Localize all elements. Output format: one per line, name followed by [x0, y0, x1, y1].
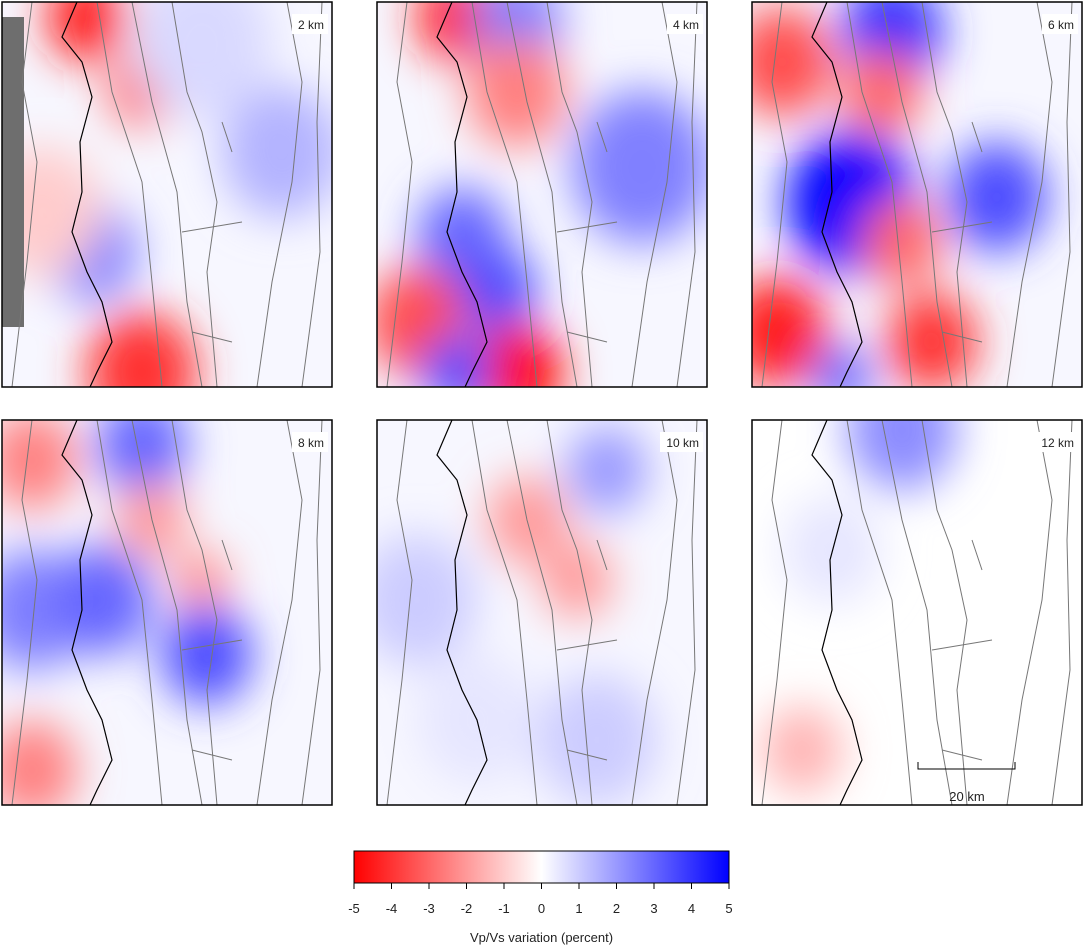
- map-panel: 4 km: [376, 1, 708, 388]
- frame: [376, 1, 708, 388]
- anomaly: [132, 2, 272, 119]
- tick-label: -1: [498, 901, 510, 916]
- anomaly: [847, 420, 957, 491]
- tick-label: -2: [461, 901, 473, 916]
- colorbar-label: Vp/Vs variation (percent): [470, 930, 613, 945]
- tick-label: 2: [613, 901, 620, 916]
- tick-label: -5: [348, 901, 360, 916]
- anomaly: [422, 333, 492, 387]
- panel-label: 10 km: [666, 436, 699, 450]
- anomaly: [542, 541, 612, 619]
- map-content: [377, 2, 707, 387]
- scale-label: 20 km: [949, 789, 984, 804]
- anomaly: [752, 7, 832, 117]
- anomaly: [2, 720, 77, 805]
- anomaly: [812, 344, 872, 387]
- anomaly: [762, 706, 842, 794]
- anomaly: [97, 420, 187, 495]
- colorbar: [353, 850, 730, 884]
- scale-bar: 20 km: [917, 762, 1016, 804]
- anomaly: [222, 86, 332, 218]
- tick-label: -3: [423, 901, 435, 916]
- anomaly: [47, 2, 127, 61]
- anomaly: [947, 142, 1047, 252]
- frame: [376, 419, 708, 806]
- label-bg: [667, 14, 703, 34]
- map-panel: 12 km: [751, 419, 1083, 806]
- anomaly: [467, 37, 567, 147]
- anomaly: [472, 322, 562, 387]
- no-data: [2, 17, 24, 327]
- panel-label: 4 km: [673, 18, 699, 32]
- tick-label: 4: [688, 901, 695, 916]
- anomalies: [762, 420, 957, 794]
- label-bg: [660, 432, 703, 452]
- label-bg: [292, 432, 328, 452]
- anomaly: [2, 420, 77, 510]
- map-panel: 2 km: [1, 1, 333, 388]
- scale-line: [917, 762, 1016, 770]
- anomaly: [52, 545, 152, 655]
- anomaly: [752, 277, 827, 387]
- map-panel: 10 km: [376, 419, 708, 806]
- map-content: [752, 420, 1082, 805]
- tick-label: 1: [575, 901, 582, 916]
- map-panel: 6 km: [751, 1, 1083, 388]
- map-content: [377, 420, 707, 805]
- map-panel: 8 km: [1, 419, 333, 806]
- anomaly: [377, 534, 477, 666]
- frame: [1, 1, 333, 388]
- frame: [1, 419, 333, 806]
- frame: [751, 419, 1083, 806]
- anomalies: [2, 420, 252, 805]
- tick-label: 5: [725, 901, 732, 916]
- map-content: [752, 2, 1082, 387]
- panel-label: 8 km: [298, 436, 324, 450]
- label-bg: [292, 14, 328, 34]
- anomaly: [572, 90, 707, 244]
- anomaly: [862, 198, 942, 286]
- label-bg: [1035, 432, 1078, 452]
- tick-label: -4: [386, 901, 398, 916]
- anomaly: [457, 248, 537, 336]
- tick-label: 0: [538, 901, 545, 916]
- anomaly: [162, 605, 252, 705]
- panel-label: 2 km: [298, 18, 324, 32]
- anomaly: [567, 426, 647, 514]
- frame: [751, 1, 1083, 388]
- anomaly: [782, 495, 882, 605]
- panel-label: 6 km: [1048, 18, 1074, 32]
- tick-label: 3: [650, 901, 657, 916]
- label-bg: [1042, 14, 1078, 34]
- anomaly: [177, 552, 227, 608]
- anomaly: [537, 674, 657, 805]
- anomalies: [752, 2, 1047, 387]
- anomaly: [87, 311, 197, 387]
- map-content: [2, 2, 332, 387]
- panel-label: 12 km: [1041, 436, 1074, 450]
- anomalies: [377, 2, 707, 387]
- map-content: [2, 420, 332, 805]
- anomaly: [842, 48, 922, 136]
